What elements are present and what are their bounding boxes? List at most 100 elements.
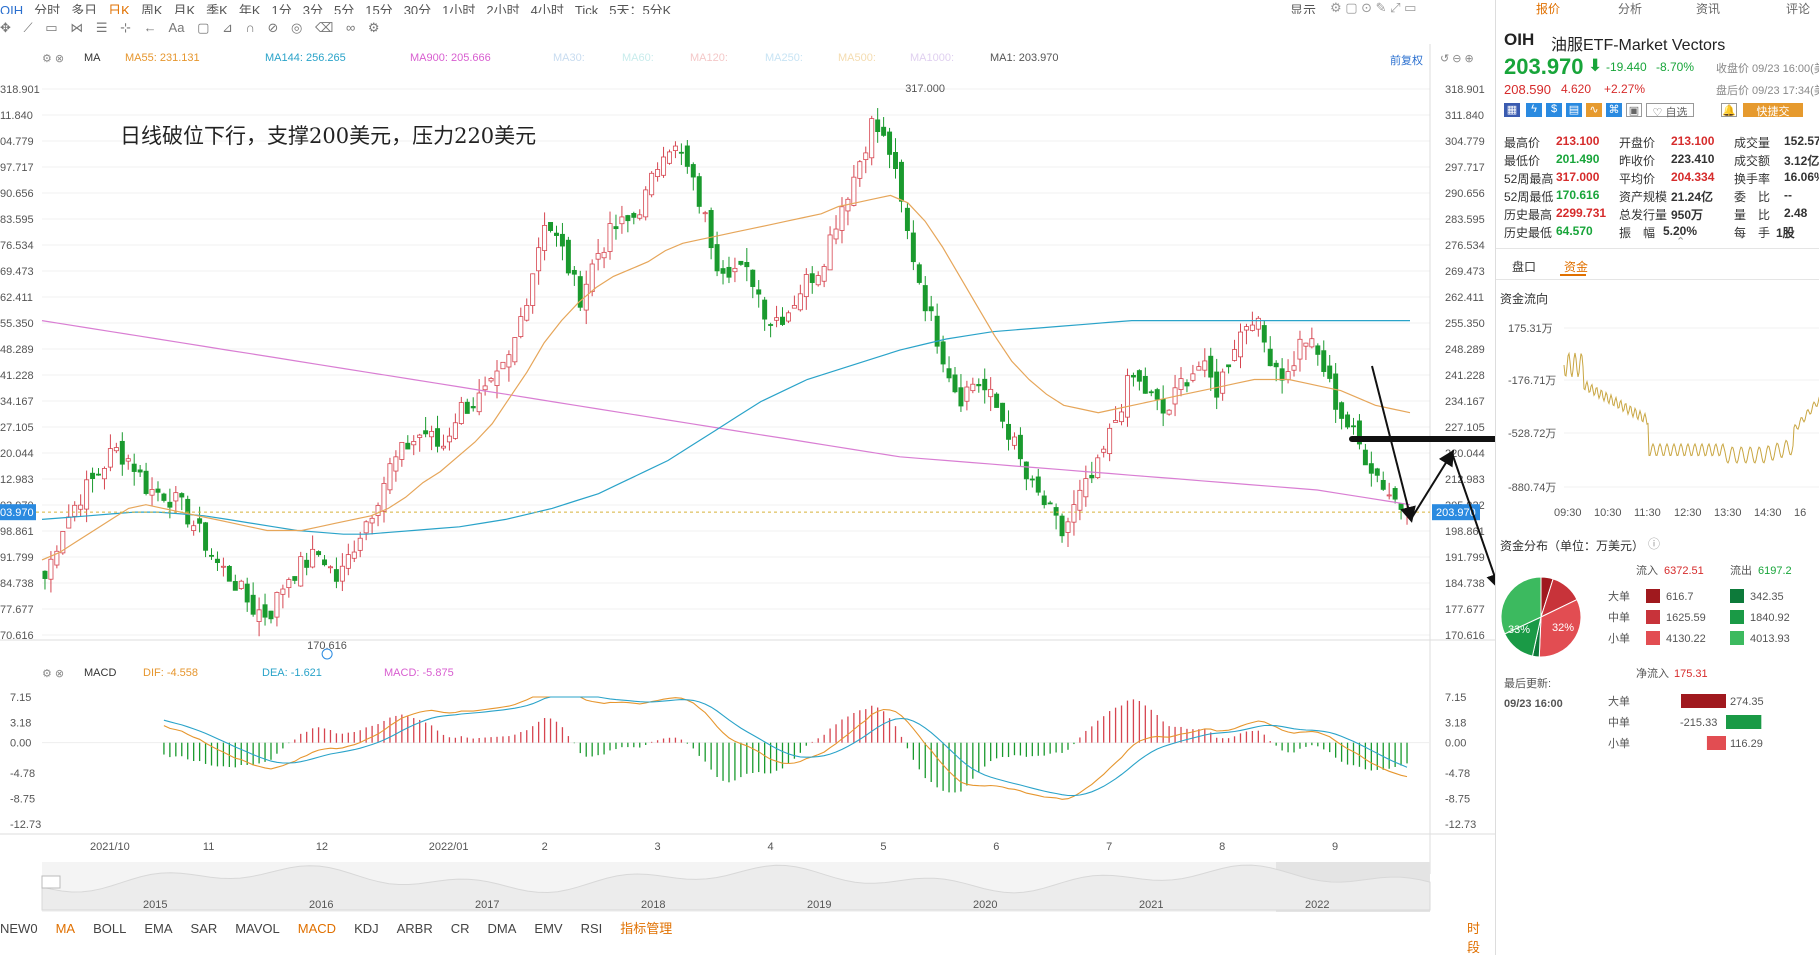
period-tab[interactable]: 4小时 <box>530 3 564 14</box>
link-icon[interactable]: ∞ <box>346 20 356 35</box>
settings-icon[interactable]: ⚙ <box>367 20 380 35</box>
period-tab[interactable]: 30分 <box>403 3 432 14</box>
period-tab[interactable]: 月K <box>173 3 196 14</box>
display-menu[interactable]: 显示 <box>1290 3 1317 14</box>
period-tab[interactable]: 多日 <box>71 3 98 14</box>
period-tab[interactable]: Tick <box>574 3 599 14</box>
candle-body <box>672 145 678 152</box>
candle-body <box>1083 478 1089 498</box>
candle-body <box>815 275 821 286</box>
bell-icon[interactable]: 🔔 <box>1721 103 1737 117</box>
dollar-icon[interactable]: $ <box>1546 103 1562 117</box>
candle-body <box>827 234 833 271</box>
kline-chart[interactable]: 318.901 318.901 311.840 11.840 304.779 04.779… <box>0 44 1495 918</box>
trade-button[interactable]: 快捷交 <box>1743 103 1803 118</box>
legend-indicator[interactable]: MA <box>84 52 101 64</box>
period-tab[interactable]: 分时 <box>34 3 61 14</box>
indicator-tab[interactable]: RSI <box>580 921 603 936</box>
period-tab[interactable]: 2小时 <box>486 3 520 14</box>
ruler-tool-icon[interactable]: ⊿ <box>221 20 233 35</box>
doc-icon[interactable]: ▤ <box>1566 103 1582 117</box>
quote-tab[interactable]: 报价 <box>1536 2 1561 16</box>
candle-body <box>678 151 684 154</box>
macd-tick-right: -8.75 <box>1445 794 1470 806</box>
magnet-tool-icon[interactable]: ∩ <box>245 20 255 35</box>
arrow-tool-icon[interactable]: ← <box>143 20 157 35</box>
period-tab[interactable]: 15分 <box>365 3 393 14</box>
comment-tool-icon[interactable]: ▢ <box>197 20 210 35</box>
period-tab[interactable]: 5天：5分K <box>609 3 672 14</box>
line-tool-icon[interactable]: ☰ <box>95 20 108 35</box>
topbar-tools-icon[interactable]: ⚙ ▢ ⊙ ✎ ⤢ ▭ <box>1330 0 1417 14</box>
chart-icon[interactable]: ∿ <box>1586 103 1602 117</box>
note-icon[interactable]: ▣ <box>1626 103 1642 117</box>
period-tab[interactable]: 5分 <box>333 3 355 14</box>
period-tab[interactable]: 日K <box>108 3 130 14</box>
indicator-tab[interactable]: DMA <box>487 921 517 936</box>
session-button[interactable]: 时段 <box>1467 921 1481 955</box>
arrow-right <box>1451 452 1495 590</box>
field-label: 平均价 <box>1619 172 1656 186</box>
measure-tool-icon[interactable]: ⊹ <box>120 20 131 35</box>
candle-body <box>429 430 435 438</box>
candle-body <box>494 370 500 386</box>
indicator-tab[interactable]: KDJ <box>354 921 379 936</box>
help-icon[interactable]: ⓘ <box>1648 537 1661 551</box>
quote-tab[interactable]: 资讯 <box>1696 2 1721 16</box>
macd-indicator[interactable]: MACD <box>84 667 117 679</box>
quote-tab[interactable]: 分析 <box>1618 2 1643 16</box>
indicator-tab[interactable]: EMV <box>534 921 563 936</box>
field-label: 委 比 <box>1734 190 1771 204</box>
candle-body <box>458 402 464 424</box>
share-icon[interactable]: ⌘ <box>1606 103 1622 117</box>
period-tab[interactable]: 年K <box>238 3 261 14</box>
period-tab[interactable]: 周K <box>140 3 163 14</box>
period-tab[interactable]: 季K <box>206 3 228 14</box>
indicator-tab[interactable]: SAR <box>190 921 218 936</box>
rect-tool-icon[interactable]: ▭ <box>45 20 58 35</box>
subtab-funds[interactable]: 资金 <box>1564 260 1589 274</box>
period-tab[interactable]: 1小时 <box>442 3 476 14</box>
field-label: 历史最低 <box>1504 226 1553 240</box>
indicator-tab[interactable]: CR <box>450 921 470 936</box>
subtab-depth[interactable]: 盘口 <box>1512 260 1537 274</box>
indicator-tab[interactable]: EMA <box>144 921 173 936</box>
candle-body <box>268 610 274 620</box>
candle-body <box>1327 365 1333 379</box>
collapse-icon[interactable]: ⌃ <box>1676 236 1686 248</box>
fib-tool-icon[interactable]: ⋈ <box>70 20 84 35</box>
candle-body <box>1196 366 1202 371</box>
indicator-tab[interactable]: MA <box>55 921 76 936</box>
price-tick-right: 311.840 <box>1445 110 1484 122</box>
indicator-tab[interactable]: BOLL <box>93 921 127 936</box>
candle-body <box>565 239 571 274</box>
candle-body <box>684 145 690 167</box>
text-tool-icon[interactable]: Aa <box>168 20 185 35</box>
dist-row-label: 大单 <box>1608 589 1630 603</box>
legend-settings-icon[interactable]: ⚙ ⊗ <box>42 53 65 65</box>
trash-icon[interactable]: ⌫ <box>314 20 334 35</box>
trend-tool-icon[interactable]: ⟋ <box>23 20 33 35</box>
quote-tab[interactable]: 评论 <box>1786 2 1811 16</box>
eye-tool-icon[interactable]: ◎ <box>291 20 303 35</box>
indicator-tab[interactable]: 指标管理 <box>620 921 673 936</box>
window-controls-icon[interactable]: ↺ ⊖ ⊕ <box>1440 53 1474 65</box>
lock-tool-icon[interactable]: ⊘ <box>267 20 279 35</box>
period-tab[interactable]: 1分 <box>271 3 292 14</box>
indicator-tab[interactable]: ARBR <box>396 921 433 936</box>
flow-y-label: -528.72万 <box>1508 428 1556 440</box>
price-tick-right: 283.595 <box>1445 214 1485 226</box>
adjust-button[interactable]: 前复权 <box>1390 55 1423 67</box>
symbol-label[interactable]: OIH <box>0 3 24 14</box>
indicator-tab[interactable]: MACD <box>297 921 337 936</box>
indicator-tab[interactable]: MAVOL <box>235 921 280 936</box>
indicator-tab[interactable]: NEW0 <box>0 921 38 936</box>
net-row-value: 274.35 <box>1730 696 1764 708</box>
period-tab[interactable]: 3分 <box>302 3 323 14</box>
candle-body <box>774 317 780 321</box>
crosshair-icon[interactable]: ✥ <box>0 20 11 35</box>
pie-label-right: 32% <box>1552 622 1574 634</box>
watch-button[interactable]: ♡ 自选 <box>1646 103 1694 119</box>
flash-icon[interactable]: ϟ <box>1526 103 1542 117</box>
macd-settings-icon[interactable]: ⚙ ⊗ <box>42 668 65 680</box>
